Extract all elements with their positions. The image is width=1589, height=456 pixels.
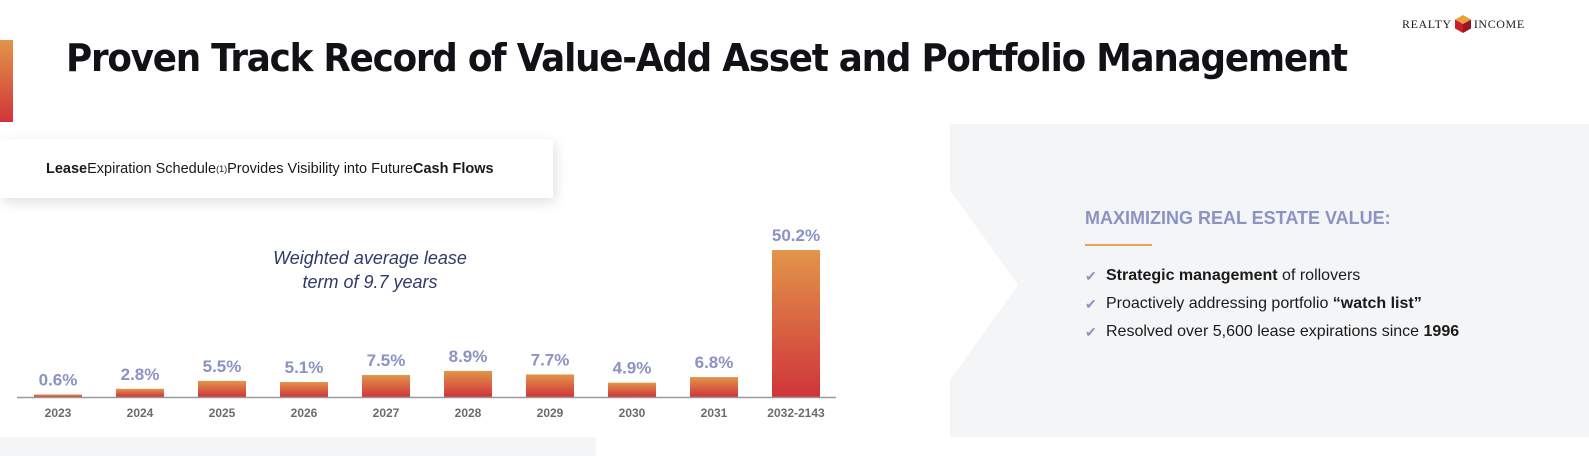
bar-2029 [526, 374, 574, 397]
tick-label-2029: 2029 [537, 406, 564, 420]
tick-label-2024: 2024 [127, 406, 154, 420]
value-label-2029: 7.7% [531, 350, 570, 369]
value-label-2028: 8.9% [449, 347, 488, 366]
value-bullets: ✔ Strategic management of rollovers ✔ Pr… [1085, 262, 1459, 346]
weighted-average-note: Weighted average lease term of 9.7 years [250, 246, 490, 294]
bullet-item: ✔ Strategic management of rollovers [1085, 262, 1459, 290]
caption-footnote: (1) [216, 163, 228, 174]
page-title: Proven Track Record of Value-Add Asset a… [66, 36, 1348, 80]
bar-2032-2143 [772, 250, 820, 397]
bullet-item: ✔ Resolved over 5,600 lease expirations … [1085, 318, 1459, 346]
caption-text-2: Provides Visibility into Future [227, 160, 414, 177]
check-icon: ✔ [1085, 323, 1097, 340]
bullet-item: ✔ Proactively addressing portfolio “watc… [1085, 290, 1459, 318]
bar-2027 [362, 375, 410, 397]
bar-2028 [444, 370, 492, 397]
caption-lease: Lease [46, 160, 88, 177]
panel-heading-rule [1085, 244, 1152, 246]
panel-chevron [950, 190, 1018, 380]
tick-label-2030: 2030 [619, 406, 646, 420]
tick-label-2023: 2023 [45, 406, 72, 420]
bullet-1-text: of rollovers [1277, 267, 1361, 284]
value-label-2030: 4.9% [613, 359, 652, 378]
logo-cube-icon [1454, 15, 1471, 33]
tick-label-2031: 2031 [701, 406, 728, 420]
value-panel [950, 124, 1589, 437]
bullet-1-bold: Strategic management [1106, 267, 1278, 284]
bullet-3-text: Resolved over 5,600 lease expirations si… [1106, 323, 1424, 340]
company-logo: REALTY INCOME [1402, 15, 1525, 33]
note-line-2: term of 9.7 years [302, 272, 438, 292]
value-label-2025: 5.5% [203, 357, 242, 376]
tick-label-2027: 2027 [373, 406, 400, 420]
tick-label-2032-2143: 2032-2143 [767, 406, 825, 420]
check-icon: ✔ [1085, 295, 1097, 312]
note-line-1: Weighted average lease [273, 248, 467, 268]
panel-heading: MAXIMIZING REAL ESTATE VALUE: [1085, 208, 1391, 228]
bar-2026 [280, 382, 328, 397]
chart-caption-chip: Lease Expiration Schedule (1) Provides Vi… [0, 139, 553, 198]
title-accent-bar [0, 40, 13, 122]
caption-cash-flows: Cash Flows [413, 160, 494, 177]
bullet-2-text: Proactively addressing portfolio [1106, 295, 1333, 312]
value-label-2032-2143: 50.2% [772, 226, 820, 245]
bar-2030 [608, 382, 656, 397]
bar-2031 [690, 377, 738, 397]
value-label-2027: 7.5% [367, 351, 406, 370]
value-label-2023: 0.6% [39, 371, 78, 390]
bullet-2-bold: “watch list” [1332, 295, 1422, 312]
tick-label-2026: 2026 [291, 406, 318, 420]
logo-text-left: REALTY [1402, 16, 1452, 31]
logo-text-right: INCOME [1473, 16, 1525, 31]
value-label-2026: 5.1% [285, 358, 324, 377]
caption-text-1: Expiration Schedule [87, 160, 217, 177]
tick-label-2028: 2028 [455, 406, 482, 420]
bottom-strip [0, 437, 596, 456]
bar-2024 [116, 388, 164, 397]
lease-expiration-chart: 0.6% 2023 2.8% 2024 5.5% 2025 5.1% 2026 7.5% 2027… [17, 226, 836, 420]
bar-2023 [34, 394, 82, 397]
bullet-3-bold: 1996 [1423, 323, 1460, 340]
check-icon: ✔ [1085, 267, 1097, 284]
tick-label-2025: 2025 [209, 406, 236, 420]
bar-2025 [198, 380, 246, 397]
value-label-2031: 6.8% [695, 353, 734, 372]
value-label-2024: 2.8% [121, 365, 160, 384]
